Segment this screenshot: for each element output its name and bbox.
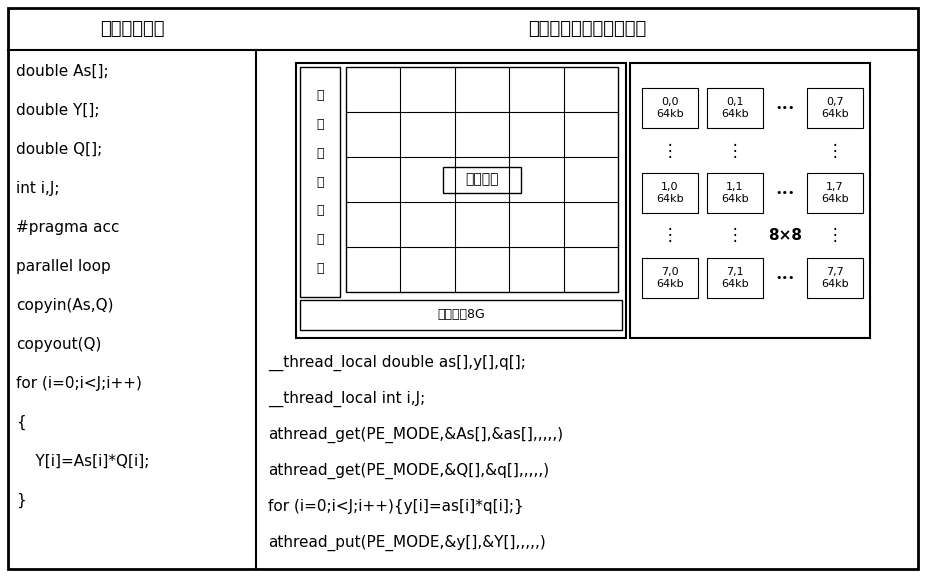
Text: 器: 器: [317, 262, 324, 275]
Text: athread_get(PE_MODE,&As[],&as[],,,,,): athread_get(PE_MODE,&As[],&as[],,,,,): [268, 427, 563, 443]
Bar: [630, 63, 870, 338]
Bar: [642, 88, 698, 128]
Text: ⋮: ⋮: [727, 227, 744, 245]
Bar: [642, 173, 698, 213]
Text: 主核控制代码: 主核控制代码: [100, 20, 164, 38]
Text: parallel loop: parallel loop: [16, 259, 111, 274]
Text: 1,0
64kb: 1,0 64kb: [657, 182, 683, 204]
Text: •••: •••: [775, 103, 795, 113]
Text: double As[];: double As[];: [16, 64, 108, 79]
Text: •••: •••: [775, 188, 795, 198]
Text: {: {: [16, 415, 26, 430]
Text: athread_get(PE_MODE,&Q[],&q[],,,,,): athread_get(PE_MODE,&Q[],&q[],,,,,): [268, 463, 549, 479]
Text: 从核阵列: 从核阵列: [465, 173, 499, 186]
Bar: [707, 173, 763, 213]
Text: ⋮: ⋮: [827, 141, 844, 159]
Bar: [807, 173, 863, 213]
Text: ⋮: ⋮: [662, 227, 679, 245]
Text: }: }: [16, 493, 26, 508]
Text: 0,0
64kb: 0,0 64kb: [657, 97, 683, 119]
Text: 7,0
64kb: 7,0 64kb: [657, 267, 683, 289]
Text: 8×8: 8×8: [768, 228, 802, 243]
Text: __thread_local double as[],y[],q[];: __thread_local double as[],y[],q[];: [268, 355, 526, 371]
Text: ⋮: ⋮: [827, 227, 844, 245]
Text: 1,7
64kb: 1,7 64kb: [821, 182, 849, 204]
Text: 0,1
64kb: 0,1 64kb: [721, 97, 749, 119]
Text: 7,1
64kb: 7,1 64kb: [721, 267, 749, 289]
Bar: [296, 63, 626, 338]
Text: 7,7
64kb: 7,7 64kb: [821, 267, 849, 289]
Text: ⋮: ⋮: [727, 141, 744, 159]
Text: 0,7
64kb: 0,7 64kb: [821, 97, 849, 119]
Bar: [300, 67, 340, 297]
Text: for (i=0;i<J;i++){y[i]=as[i]*q[i];}: for (i=0;i<J;i++){y[i]=as[i]*q[i];}: [268, 499, 524, 514]
Text: 控: 控: [317, 204, 324, 218]
Text: 制: 制: [317, 233, 324, 246]
Text: copyin(As,Q): copyin(As,Q): [16, 298, 114, 313]
Text: for (i=0;i<J;i++): for (i=0;i<J;i++): [16, 376, 142, 391]
Text: 众核加速原理及代码实现: 众核加速原理及代码实现: [528, 20, 646, 38]
Text: 1,1
64kb: 1,1 64kb: [721, 182, 749, 204]
Text: __thread_local int i,J;: __thread_local int i,J;: [268, 391, 425, 407]
Text: copyout(Q): copyout(Q): [16, 337, 101, 352]
Text: double Y[];: double Y[];: [16, 103, 99, 118]
Bar: [443, 167, 521, 193]
Text: •••: •••: [775, 273, 795, 283]
Bar: [346, 67, 618, 292]
Text: Y[i]=As[i]*Q[i];: Y[i]=As[i]*Q[i];: [16, 454, 149, 469]
Bar: [807, 88, 863, 128]
Text: 主: 主: [317, 89, 324, 102]
Text: 内: 内: [317, 147, 324, 160]
Bar: [642, 258, 698, 298]
Bar: [707, 258, 763, 298]
Text: int i,J;: int i,J;: [16, 181, 59, 196]
Text: double Q[];: double Q[];: [16, 142, 102, 157]
Text: #pragma acc: #pragma acc: [16, 220, 119, 235]
Bar: [707, 88, 763, 128]
Bar: [300, 300, 622, 330]
Text: ⋮: ⋮: [662, 141, 679, 159]
Text: 存: 存: [317, 175, 324, 189]
Text: 核组内存8G: 核组内存8G: [437, 309, 485, 321]
Bar: [807, 258, 863, 298]
Text: 核: 核: [317, 118, 324, 131]
Text: athread_put(PE_MODE,&y[],&Y[],,,,,): athread_put(PE_MODE,&y[],&Y[],,,,,): [268, 535, 545, 551]
